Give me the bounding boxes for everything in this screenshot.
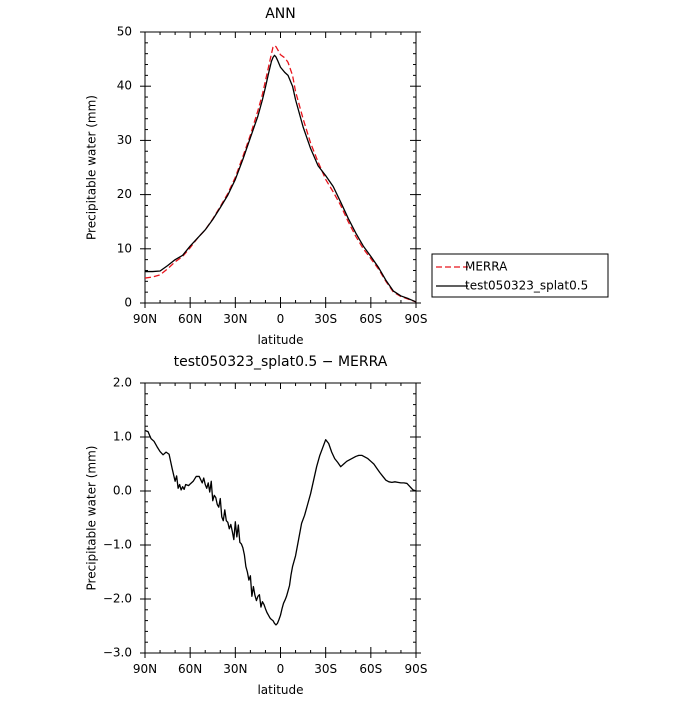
y-tick-label: 0 (124, 296, 132, 310)
y-tick-label: 10 (117, 241, 132, 255)
y-tick-label: −1.0 (103, 538, 132, 552)
x-tick-label: 0 (277, 662, 285, 676)
series-line-1 (144, 429, 417, 626)
x-tick-label: 90S (405, 662, 428, 676)
x-tick-label: 90N (133, 662, 157, 676)
x-tick-label: 30S (314, 312, 337, 326)
x-tick-label: 60N (178, 662, 202, 676)
x-tick-label: 30N (223, 662, 247, 676)
y-axis-label: Precipitable water (mm) (85, 446, 99, 591)
y-tick-label: 30 (117, 133, 132, 147)
x-tick-label: 30S (314, 662, 337, 676)
chart-1: ANN 90N 60N 30N 0 30S 60S 90S 0 10 20 30 40 50 latitud… (85, 6, 609, 347)
y-tick-label: 2.0 (113, 376, 132, 390)
x-tick-label: 60S (359, 662, 382, 676)
x-tick-label: 90N (133, 312, 157, 326)
y-tick-label: 1.0 (113, 430, 132, 444)
y-tick-label: 20 (117, 187, 132, 201)
y-tick-label: 50 (117, 25, 132, 39)
series-line-2 (145, 54, 417, 303)
x-tick-label: 60N (178, 312, 202, 326)
y-tick-label: 0.0 (113, 484, 132, 498)
x-axis-label: latitude (257, 333, 303, 347)
y-tick-label: 40 (117, 79, 132, 93)
x-tick-label: 30N (223, 312, 247, 326)
chart-title: ANN (265, 6, 296, 22)
chart-2: test050323_splat0.5 − MERRA 90N 60N 30N 0 30S… (85, 354, 428, 697)
x-axis-label: latitude (257, 683, 303, 697)
y-tick-label: −3.0 (103, 646, 132, 660)
y-tick-label: −2.0 (103, 592, 132, 606)
x-tick-label: 90S (405, 312, 428, 326)
x-tick-label: 60S (359, 312, 382, 326)
x-tick-label: 0 (277, 312, 285, 326)
legend-label-2: test050323_splat0.5 (465, 279, 588, 293)
y-axis-label: Precipitable water (mm) (85, 95, 99, 240)
legend: MERRA test050323_splat0.5 (431, 253, 609, 298)
legend-label-1: MERRA (465, 260, 508, 274)
legend-box (431, 253, 609, 298)
chart-title: test050323_splat0.5 − MERRA (174, 354, 388, 370)
